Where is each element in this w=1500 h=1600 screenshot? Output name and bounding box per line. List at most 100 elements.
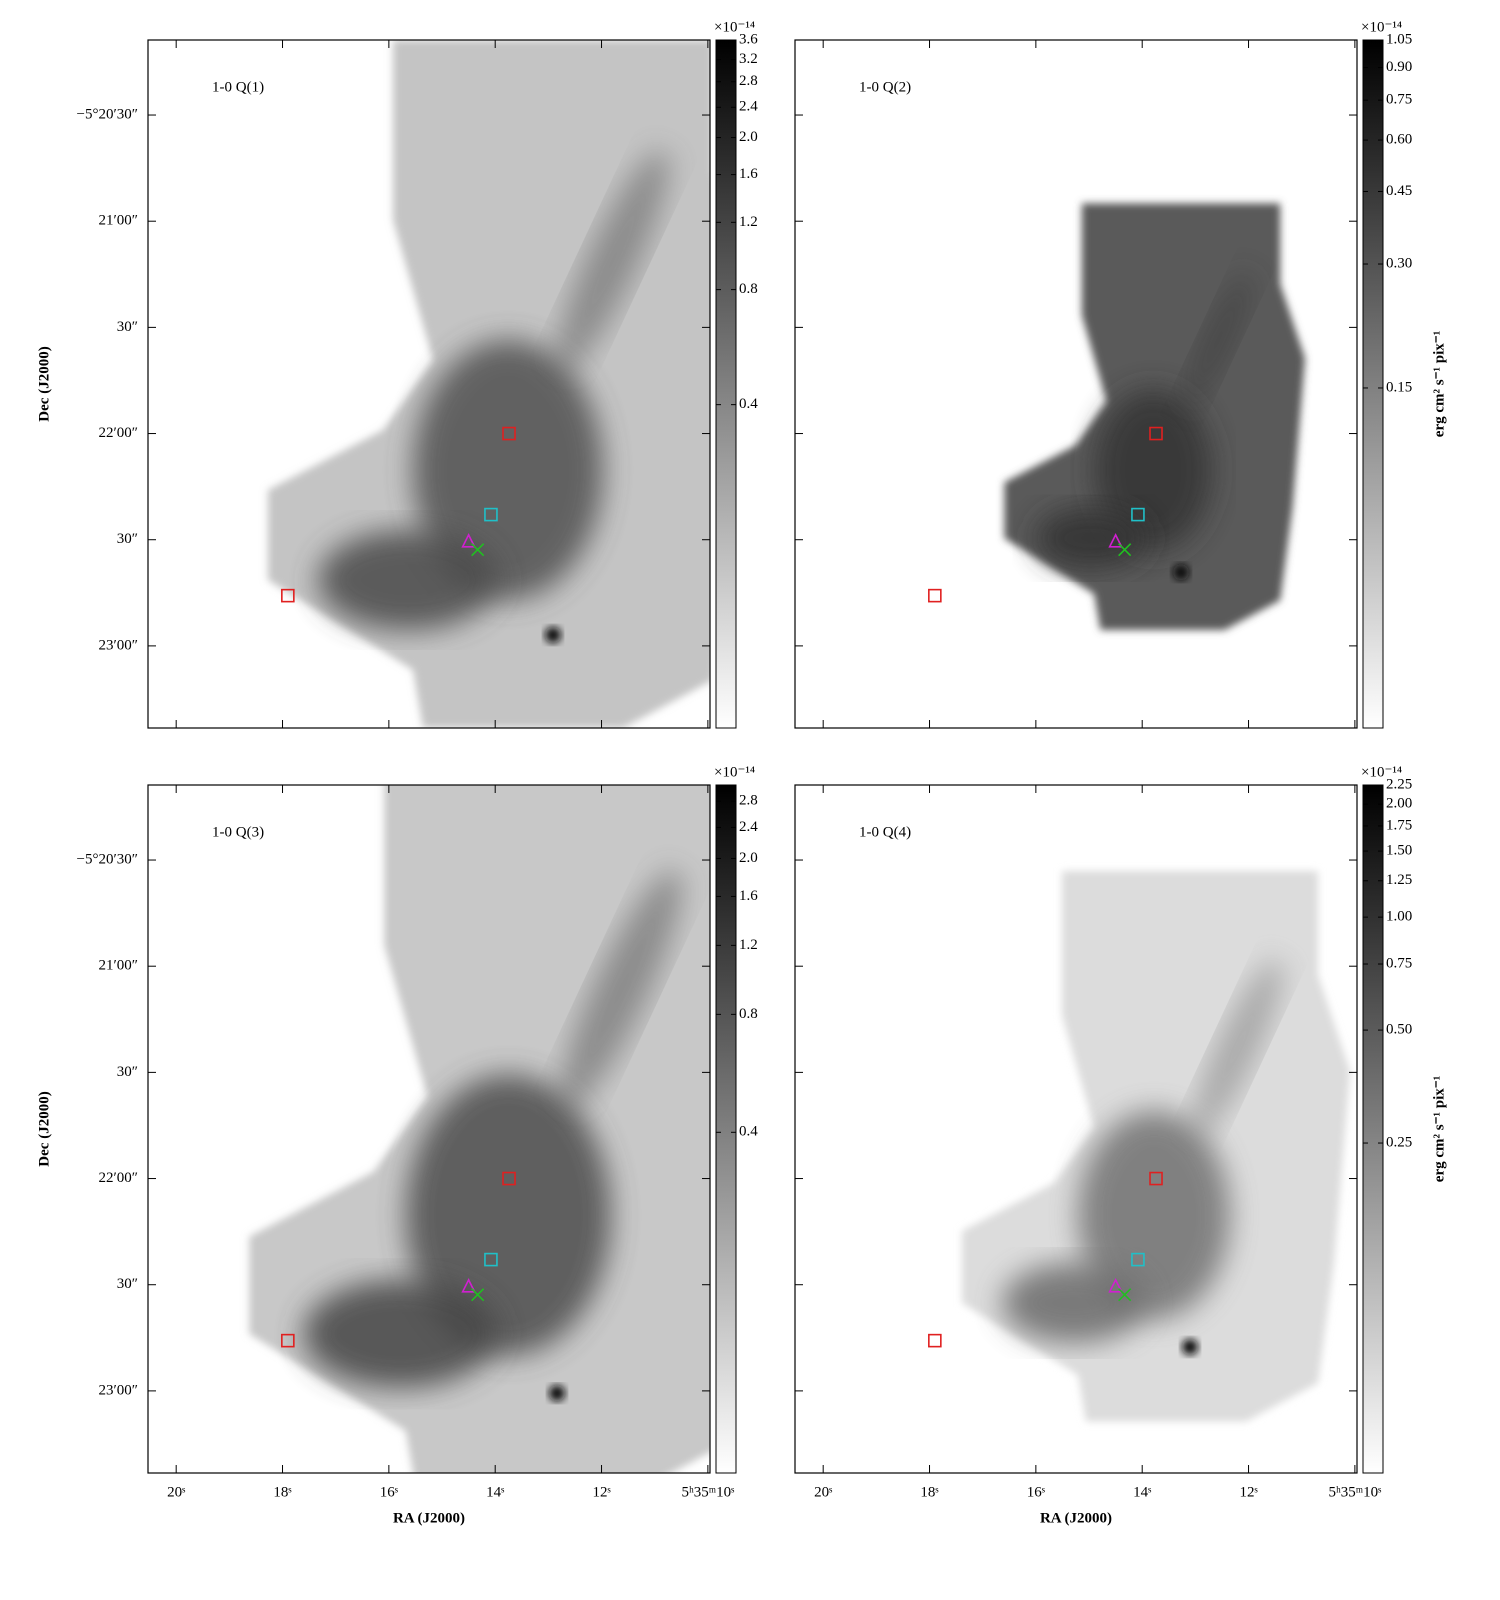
y-tick-label: 21′00″	[98, 958, 138, 974]
colorbar-tick-label: 0.4	[739, 396, 758, 412]
colorbar-tick-label: 2.00	[1386, 796, 1412, 812]
y-axis-label: Dec (J2000)	[36, 1091, 52, 1166]
emission-streak	[1193, 959, 1283, 1135]
colorbar-tick-label: 0.75	[1386, 92, 1412, 108]
panel	[794, 784, 1358, 1474]
colorbar-tick-label: 1.6	[739, 888, 758, 904]
emission-knot	[549, 1385, 565, 1402]
emission-core	[413, 340, 603, 600]
marker-square	[928, 1333, 942, 1348]
emission-core	[303, 1279, 498, 1388]
colorbar-tick-label: 3.2	[739, 51, 758, 67]
emission-core	[1035, 507, 1147, 570]
colorbar-tick-label: 2.0	[739, 129, 758, 145]
axes-frame	[794, 39, 1358, 729]
colorbar-tick-label: 1.2	[739, 937, 758, 953]
colorbar-offset: ×10⁻¹⁴	[1361, 19, 1402, 35]
emission-streak	[1183, 272, 1253, 408]
emission-core	[1078, 1111, 1230, 1319]
emission-core	[1094, 389, 1212, 551]
marker-square	[484, 1252, 498, 1267]
marker-triangle	[461, 533, 476, 548]
emission-map	[962, 871, 1350, 1422]
y-tick-label: 22′00″	[98, 425, 138, 441]
x-axis-label: RA (J2000)	[393, 1510, 465, 1526]
colorbar-offset: ×10⁻¹⁴	[714, 19, 755, 35]
y-tick-label: 23′00″	[98, 1382, 138, 1398]
colorbar-tick-label: 0.30	[1386, 255, 1412, 271]
colorbar-tick-label: 0.8	[739, 1006, 758, 1022]
colorbar-label: erg cm² s⁻¹ pix⁻¹	[1431, 331, 1447, 437]
colorbar-tick-label: 0.4	[739, 1124, 758, 1140]
panel-label: 1-0 Q(3)	[212, 824, 264, 840]
y-tick-label: −5°20′30″	[77, 106, 139, 122]
x-tick-label: 20ˢ	[167, 1484, 185, 1500]
marker-x	[471, 543, 485, 557]
colorbar-tick-label: 1.00	[1386, 909, 1412, 925]
y-axis-label: Dec (J2000)	[36, 346, 52, 421]
colorbar-tick-label: 2.8	[739, 793, 758, 809]
x-tick-label: 12ˢ	[592, 1484, 610, 1500]
marker-square	[281, 1333, 295, 1348]
emission-map	[1004, 203, 1305, 630]
emission-knot	[1173, 564, 1189, 581]
panel	[794, 39, 1358, 729]
colorbar-tick-label: 1.75	[1386, 817, 1412, 833]
colorbar-tick-label: 2.25	[1386, 776, 1412, 792]
x-tick-label: 14ˢ	[486, 1484, 504, 1500]
marker-square	[928, 588, 942, 603]
marker-square	[1149, 426, 1163, 441]
colorbar	[715, 784, 737, 1474]
emission-core	[1002, 1263, 1146, 1343]
marker-square	[1131, 507, 1145, 522]
marker-triangle	[461, 1278, 476, 1293]
x-tick-label: 18ˢ	[273, 1484, 291, 1500]
marker-square	[1131, 1252, 1145, 1267]
colorbar-label: erg cm² s⁻¹ pix⁻¹	[1431, 1076, 1447, 1182]
x-tick-label: 12ˢ	[1239, 1484, 1257, 1500]
colorbar-tick-label: 0.90	[1386, 59, 1412, 75]
emission-map	[249, 785, 710, 1473]
panel-label: 1-0 Q(4)	[859, 824, 911, 840]
panel	[147, 39, 711, 729]
marker-x	[1118, 543, 1132, 557]
colorbar-tick-label: 0.8	[739, 281, 758, 297]
colorbar-tick-label: 0.25	[1386, 1134, 1412, 1150]
marker-square	[484, 507, 498, 522]
y-tick-label: 30″	[117, 319, 138, 335]
x-tick-label: 5ʰ35ᵐ10ˢ	[681, 1484, 734, 1500]
colorbar-tick-label: 0.60	[1386, 132, 1412, 148]
colorbar-tick-label: 2.0	[739, 850, 758, 866]
panel	[147, 784, 711, 1474]
axes-frame	[147, 39, 711, 729]
marker-triangle	[1108, 533, 1123, 548]
x-tick-label: 18ˢ	[920, 1484, 938, 1500]
marker-square	[281, 588, 295, 603]
marker-square	[502, 1171, 516, 1186]
colorbar-tick-label: 1.25	[1386, 872, 1412, 888]
y-tick-label: 30″	[117, 1064, 138, 1080]
panel-label: 1-0 Q(1)	[212, 79, 264, 95]
y-tick-label: 22′00″	[98, 1170, 138, 1186]
colorbar-tick-label: 2.4	[739, 819, 758, 835]
y-tick-label: −5°20′30″	[77, 851, 139, 867]
colorbar	[715, 39, 737, 729]
x-tick-label: 5ʰ35ᵐ10ˢ	[1328, 1484, 1381, 1500]
colorbar	[1362, 39, 1384, 729]
emission-knot	[545, 627, 561, 643]
emission-streak	[557, 150, 669, 370]
colorbar-tick-label: 3.6	[739, 31, 758, 47]
colorbar-tick-label: 1.50	[1386, 843, 1412, 859]
panel-label: 1-0 Q(2)	[859, 79, 911, 95]
marker-square	[1149, 1171, 1163, 1186]
colorbar-tick-label: 2.8	[739, 73, 758, 89]
y-tick-label: 30″	[117, 1276, 138, 1292]
colorbar-tick-label: 0.15	[1386, 379, 1412, 395]
emission-streak	[561, 870, 682, 1107]
y-tick-label: 30″	[117, 531, 138, 547]
colorbar-tick-label: 2.4	[739, 99, 758, 115]
colorbar	[1362, 784, 1384, 1474]
colorbar-tick-label: 0.50	[1386, 1022, 1412, 1038]
colorbar-tick-label: 0.45	[1386, 183, 1412, 199]
x-axis-label: RA (J2000)	[1040, 1510, 1112, 1526]
